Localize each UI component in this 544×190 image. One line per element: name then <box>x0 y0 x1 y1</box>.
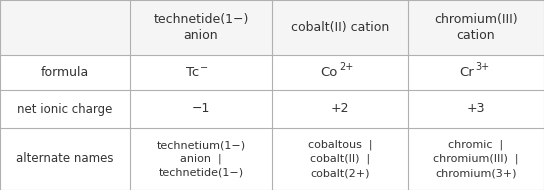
Text: technetium(1−)
anion  |
technetide(1−): technetium(1−) anion | technetide(1−) <box>157 140 245 178</box>
Text: −: − <box>200 63 208 73</box>
Text: net ionic charge: net ionic charge <box>17 102 113 116</box>
Text: cobalt(II) cation: cobalt(II) cation <box>291 21 389 34</box>
Bar <box>0 0 544 55</box>
Text: 3+: 3+ <box>475 63 489 73</box>
Text: +3: +3 <box>467 102 485 116</box>
Text: chromic  |
chromium(III)  |
chromium(3+): chromic | chromium(III) | chromium(3+) <box>433 140 519 178</box>
Text: technetide(1−)
anion: technetide(1−) anion <box>153 13 249 42</box>
Text: Cr: Cr <box>459 66 474 79</box>
Text: +2: +2 <box>331 102 349 116</box>
Text: cobaltous  |
cobalt(II)  |
cobalt(2+): cobaltous | cobalt(II) | cobalt(2+) <box>308 140 372 178</box>
Text: alternate names: alternate names <box>16 153 114 165</box>
Text: Co: Co <box>320 66 338 79</box>
Text: Tc: Tc <box>186 66 199 79</box>
Text: formula: formula <box>41 66 89 79</box>
Text: 2+: 2+ <box>339 63 353 73</box>
Text: chromium(III)
cation: chromium(III) cation <box>434 13 518 42</box>
Text: −1: −1 <box>192 102 210 116</box>
